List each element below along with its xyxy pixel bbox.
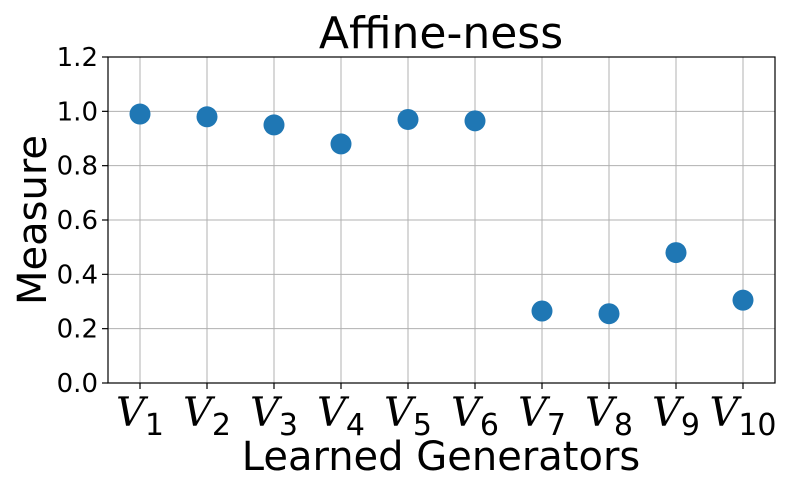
x-tick-label: V10 xyxy=(709,390,776,443)
x-tick-label: V9 xyxy=(652,390,700,443)
data-point xyxy=(129,103,151,125)
data-point xyxy=(531,300,553,322)
data-points xyxy=(129,103,754,325)
chart-title: Affine-ness xyxy=(319,8,563,59)
grid-lines xyxy=(108,56,775,384)
x-tick-label: V8 xyxy=(585,390,633,443)
x-tick-label: V1 xyxy=(116,390,164,443)
x-tick-label: V2 xyxy=(183,390,231,443)
y-tick-label: 0.0 xyxy=(57,369,98,399)
data-point xyxy=(732,289,754,311)
y-tick-label: 0.2 xyxy=(57,315,98,345)
y-tick-label: 0.8 xyxy=(57,152,98,182)
data-point xyxy=(464,110,486,132)
data-point xyxy=(598,303,620,325)
y-axis-label: Measure xyxy=(10,135,56,305)
data-point xyxy=(397,108,419,130)
data-point xyxy=(665,242,687,264)
x-tick-label: V7 xyxy=(518,390,566,443)
data-point xyxy=(263,114,285,136)
x-tick-label: V4 xyxy=(317,390,365,443)
x-tick-label: V3 xyxy=(250,390,298,443)
y-tick-label: 0.6 xyxy=(57,206,98,236)
x-tick-label: V5 xyxy=(384,390,432,443)
y-tick-label: 1.2 xyxy=(57,43,98,73)
y-tick-label: 0.4 xyxy=(57,260,98,290)
data-point xyxy=(330,133,352,155)
x-tick-label: V6 xyxy=(451,390,499,443)
x-axis-ticks: V1 V2 V3 V4 V5 V6 V7 V8 V9 V10 xyxy=(116,383,777,443)
plot-frame xyxy=(107,56,776,384)
x-axis-label: Learned Generators xyxy=(242,434,640,480)
y-axis-ticks: 0.0 0.2 0.4 0.6 0.8 1.0 1.2 xyxy=(57,43,108,399)
y-tick-label: 1.0 xyxy=(57,97,98,127)
data-point xyxy=(196,106,218,128)
